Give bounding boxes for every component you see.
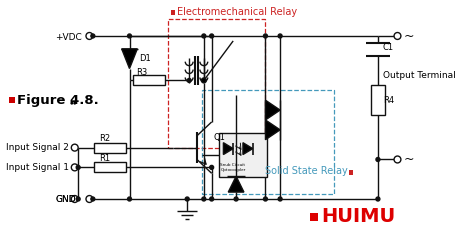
Polygon shape — [223, 143, 233, 154]
Circle shape — [210, 197, 214, 201]
Bar — [171, 10, 175, 15]
Text: +VDC: +VDC — [55, 34, 82, 42]
Bar — [94, 162, 126, 172]
Circle shape — [264, 197, 267, 201]
Circle shape — [210, 165, 214, 169]
Circle shape — [71, 164, 78, 171]
Text: R2: R2 — [99, 134, 110, 143]
Bar — [310, 213, 318, 221]
Circle shape — [394, 33, 401, 39]
Circle shape — [71, 144, 78, 151]
Polygon shape — [228, 176, 244, 192]
Circle shape — [86, 195, 93, 202]
Circle shape — [394, 156, 401, 163]
Text: GND: GND — [55, 195, 76, 203]
Circle shape — [201, 78, 206, 83]
Circle shape — [376, 158, 380, 161]
Text: R4: R4 — [383, 96, 394, 105]
Text: GND: GND — [55, 195, 76, 203]
Polygon shape — [265, 100, 280, 120]
Circle shape — [86, 33, 93, 39]
Text: ~: ~ — [403, 29, 414, 42]
Circle shape — [91, 197, 95, 201]
Bar — [168, 19, 265, 148]
Circle shape — [76, 197, 80, 201]
Text: Snub Circuit
Optocoupler: Snub Circuit Optocoupler — [220, 163, 246, 172]
Text: Figure 4.8.: Figure 4.8. — [17, 94, 99, 107]
Bar — [348, 170, 354, 175]
Circle shape — [210, 34, 214, 38]
Text: HUIMU: HUIMU — [321, 207, 395, 226]
Circle shape — [278, 197, 282, 201]
Text: Solid State Relay: Solid State Relay — [265, 166, 348, 176]
Circle shape — [202, 34, 206, 38]
Bar — [371, 85, 385, 115]
Circle shape — [71, 195, 78, 202]
Polygon shape — [243, 143, 253, 154]
Bar — [202, 90, 334, 194]
Text: Input Signal 2: Input Signal 2 — [6, 143, 69, 152]
Polygon shape — [265, 120, 280, 140]
Text: R1: R1 — [99, 154, 110, 163]
Circle shape — [187, 79, 191, 82]
Circle shape — [264, 34, 267, 38]
Circle shape — [73, 102, 76, 105]
Circle shape — [91, 34, 95, 38]
Bar — [133, 75, 164, 85]
Bar — [94, 143, 126, 153]
Circle shape — [128, 34, 131, 38]
Text: Electromechanical Relay: Electromechanical Relay — [177, 7, 298, 17]
Text: ~: ~ — [403, 153, 414, 166]
Circle shape — [234, 197, 238, 201]
Circle shape — [185, 197, 189, 201]
Circle shape — [70, 102, 73, 105]
Polygon shape — [122, 49, 137, 69]
Bar — [9, 97, 15, 103]
Circle shape — [128, 197, 131, 201]
Bar — [219, 133, 267, 177]
Circle shape — [76, 165, 80, 169]
Text: Input Signal 1: Input Signal 1 — [6, 163, 69, 172]
Text: Q1: Q1 — [214, 133, 226, 142]
Circle shape — [376, 197, 380, 201]
Circle shape — [278, 34, 282, 38]
Text: Output Terminal: Output Terminal — [383, 71, 456, 80]
Text: R3: R3 — [137, 68, 147, 77]
Circle shape — [202, 197, 206, 201]
Text: D1: D1 — [139, 54, 151, 63]
Text: C1: C1 — [383, 43, 394, 52]
